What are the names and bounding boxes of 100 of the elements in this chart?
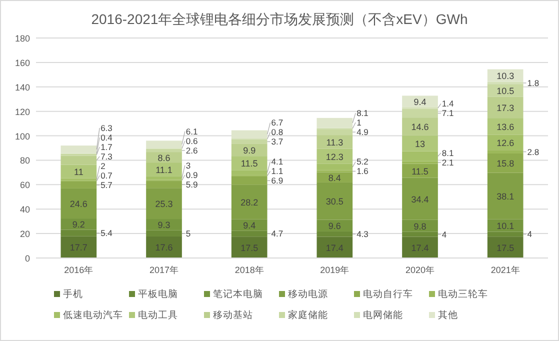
data-label: 10.1 bbox=[496, 221, 514, 232]
data-label: 15.8 bbox=[496, 158, 514, 169]
data-label: 4.3 bbox=[356, 229, 369, 240]
bar bbox=[402, 164, 438, 178]
legend-label: 电动自行车 bbox=[363, 288, 413, 300]
legend-label: 移动电源 bbox=[288, 288, 328, 300]
data-label: 13 bbox=[414, 138, 426, 149]
data-label: 2 bbox=[100, 160, 106, 171]
data-label: 0.6 bbox=[186, 136, 198, 146]
y-tick-label: 100 bbox=[14, 131, 30, 142]
bar bbox=[146, 140, 182, 148]
bar bbox=[146, 162, 182, 176]
data-label: 38.1 bbox=[496, 192, 514, 202]
data-label: 5.4 bbox=[100, 228, 113, 238]
bar bbox=[402, 96, 438, 108]
bar bbox=[231, 236, 268, 258]
bar bbox=[402, 118, 438, 136]
data-label: 17.5 bbox=[240, 242, 258, 253]
bar bbox=[487, 134, 524, 150]
data-label: 0.8 bbox=[271, 127, 284, 138]
data-label: 2.6 bbox=[186, 145, 198, 156]
bar bbox=[60, 178, 97, 181]
bar bbox=[231, 156, 268, 170]
x-tick-label: 2021年 bbox=[490, 265, 520, 275]
chart-title: 2016-2021年全球锂电各细分市场发展预测（不含xEV）GWh bbox=[91, 11, 468, 27]
data-label: 0.9 bbox=[186, 170, 198, 180]
y-tick-label: 0 bbox=[24, 254, 30, 264]
bar bbox=[487, 84, 524, 97]
data-label: 24.6 bbox=[70, 198, 88, 209]
data-label: 1 bbox=[356, 118, 362, 128]
bar bbox=[231, 139, 268, 144]
bar bbox=[487, 236, 524, 258]
data-label: 3 bbox=[186, 160, 191, 170]
data-label: 5.9 bbox=[186, 179, 198, 190]
data-label: 1.1 bbox=[271, 166, 284, 176]
data-label: 5.2 bbox=[356, 156, 369, 167]
data-label: 8.1 bbox=[442, 148, 454, 158]
data-label: 17.5 bbox=[496, 242, 514, 253]
data-label: 4.7 bbox=[271, 228, 284, 239]
data-label: 12.3 bbox=[326, 152, 344, 162]
bar bbox=[487, 96, 524, 118]
data-label: 17.6 bbox=[155, 242, 173, 253]
data-label: 4 bbox=[527, 229, 532, 240]
data-label: 1.7 bbox=[100, 142, 113, 152]
bar bbox=[316, 172, 353, 182]
data-label: 6.9 bbox=[271, 176, 284, 186]
legend-label: 电动工具 bbox=[138, 309, 178, 321]
x-tick-label: 2017年 bbox=[149, 265, 179, 275]
bar bbox=[231, 176, 268, 185]
y-tick-label: 180 bbox=[14, 34, 30, 44]
data-label: 11 bbox=[74, 166, 84, 177]
data-label: 2.8 bbox=[527, 146, 540, 157]
bar bbox=[231, 170, 268, 176]
data-label: 11.5 bbox=[240, 158, 258, 169]
bar bbox=[146, 148, 182, 152]
x-tick-label: 2018年 bbox=[234, 265, 264, 275]
data-label: 9.8 bbox=[414, 221, 426, 232]
data-label: 6.1 bbox=[186, 126, 198, 136]
bar bbox=[316, 135, 353, 149]
data-label: 6.3 bbox=[100, 122, 113, 133]
legend-label: 电动三轮车 bbox=[438, 288, 488, 300]
y-tick-label: 80 bbox=[20, 156, 30, 166]
data-label: 0.7 bbox=[100, 170, 113, 180]
x-tick-label: 2019年 bbox=[320, 265, 350, 275]
bar bbox=[402, 236, 438, 258]
data-label: 25.3 bbox=[155, 199, 173, 210]
bar bbox=[60, 236, 97, 258]
bar bbox=[316, 236, 353, 258]
x-tick-label: 2016年 bbox=[64, 265, 94, 275]
data-label: 9.2 bbox=[72, 220, 85, 230]
data-label: 1.8 bbox=[527, 78, 540, 88]
data-label: 17.3 bbox=[496, 102, 514, 113]
legend-label: 手机 bbox=[63, 288, 83, 300]
y-tick-label: 40 bbox=[20, 204, 30, 215]
data-label: 1.4 bbox=[442, 98, 454, 109]
legend-label: 低速电动汽车 bbox=[63, 309, 123, 321]
data-label: 3.7 bbox=[271, 136, 284, 147]
y-tick-label: 120 bbox=[14, 106, 30, 117]
data-label: 17.7 bbox=[70, 242, 88, 253]
data-label: 9.4 bbox=[414, 96, 426, 107]
data-label: 34.4 bbox=[411, 194, 429, 204]
bar bbox=[487, 118, 524, 135]
data-label: 1.6 bbox=[356, 166, 369, 176]
bar bbox=[60, 164, 97, 178]
data-label: 10.5 bbox=[496, 86, 514, 96]
data-label: 7.3 bbox=[100, 151, 113, 162]
data-label: 17.4 bbox=[411, 242, 429, 253]
bar bbox=[487, 82, 524, 84]
data-label: 2.1 bbox=[442, 157, 454, 168]
data-label: 10.3 bbox=[496, 71, 514, 82]
data-label: 9.3 bbox=[158, 220, 170, 230]
bar bbox=[487, 154, 524, 173]
bar bbox=[60, 146, 97, 154]
legend-label: 其他 bbox=[438, 309, 458, 321]
data-label: 8.4 bbox=[328, 172, 341, 183]
data-label: 9.4 bbox=[243, 220, 256, 231]
data-label: 11.3 bbox=[326, 137, 344, 148]
data-label: 4.1 bbox=[271, 156, 284, 167]
data-label: 12.6 bbox=[496, 138, 514, 148]
data-label: 5.7 bbox=[100, 180, 113, 190]
